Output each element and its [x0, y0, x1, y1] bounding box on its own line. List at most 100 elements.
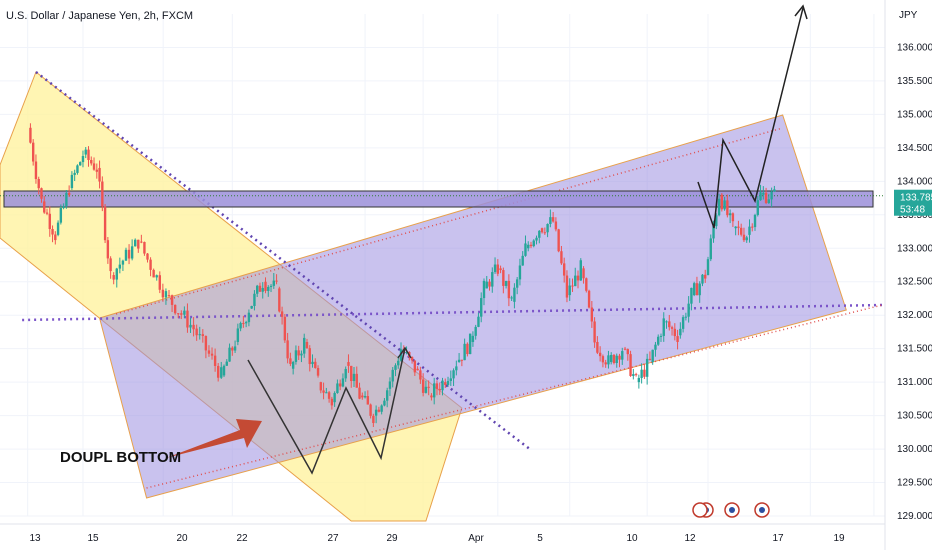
double-bottom-path [247, 347, 406, 475]
candle-body [604, 362, 607, 365]
candle-body [438, 388, 441, 391]
candle-body [698, 283, 701, 296]
candle-body [267, 287, 270, 291]
candle-body [34, 161, 38, 180]
candle-body [518, 265, 522, 280]
candle-body [198, 334, 201, 336]
candle-body [491, 272, 494, 287]
candle-body [435, 383, 439, 389]
candle-body [712, 226, 715, 239]
candle-body [557, 229, 560, 252]
candle-body [124, 249, 128, 261]
candle-body [355, 373, 358, 388]
candle-body [95, 169, 98, 172]
candle-body [673, 328, 677, 337]
candle-body [316, 368, 320, 376]
candle-body [587, 290, 591, 308]
candle-body [706, 259, 710, 276]
candle-body [73, 172, 76, 175]
y-tick-label: 130.000 [897, 444, 932, 455]
candle-body [480, 298, 483, 317]
candle-body [161, 289, 165, 298]
candle-body [704, 274, 707, 279]
candle-body [325, 392, 328, 394]
candle-body [502, 270, 505, 286]
candle-body [253, 293, 256, 306]
candle-body [455, 366, 458, 371]
x-tick-label: 19 [833, 533, 845, 544]
candle-body [441, 380, 444, 391]
candle-body [256, 285, 259, 294]
y-tick-label: 132.500 [897, 277, 932, 288]
candle-body [701, 274, 704, 284]
candle-body [488, 281, 491, 287]
candle-body [308, 348, 311, 365]
candle-body [576, 275, 580, 281]
candle-body [130, 246, 134, 259]
candle-body [338, 383, 342, 387]
candle-body [48, 213, 51, 230]
candle-body [216, 365, 220, 378]
candle-body [430, 395, 433, 398]
candle-body [468, 333, 472, 355]
candle-body [715, 215, 718, 227]
candle-body [192, 324, 195, 330]
candle-body [112, 275, 115, 280]
candle-body [278, 288, 281, 312]
candle-body [333, 393, 336, 403]
candle-body [549, 217, 552, 224]
candle-body [186, 310, 189, 328]
candle-body [399, 349, 403, 361]
candle-body [612, 354, 616, 363]
y-tick-label: 131.500 [897, 344, 932, 355]
candle-body [173, 304, 177, 314]
candle-body [327, 392, 331, 399]
candle-body [62, 205, 65, 209]
candle-body [568, 285, 571, 296]
candle-body [29, 127, 32, 143]
candle-body [684, 316, 688, 318]
candle-body [350, 365, 353, 382]
candle-body [372, 415, 375, 424]
candle-body [164, 291, 168, 298]
candle-body [31, 142, 35, 162]
y-tick-label: 134.500 [897, 143, 932, 154]
candle-body [67, 192, 71, 196]
candle-body [695, 283, 699, 296]
candle-body [739, 227, 743, 235]
candle-body [261, 287, 264, 292]
candle-body [764, 192, 768, 204]
candle-body [723, 200, 726, 210]
candle-body [753, 214, 757, 228]
candle-body [152, 269, 155, 278]
candle-body [416, 368, 419, 371]
candle-body [394, 365, 397, 370]
candle-body [103, 206, 107, 241]
candle-body [92, 163, 96, 170]
candle-body [634, 374, 638, 376]
candle-body [380, 405, 383, 412]
candle-body [734, 226, 737, 229]
candle-body [137, 239, 140, 249]
candle-body [336, 383, 339, 394]
candle-body [37, 179, 40, 189]
candle-body [632, 374, 635, 376]
candle-body [388, 381, 392, 389]
candle-body [109, 258, 112, 272]
candle-body [571, 285, 574, 287]
candle-body [43, 201, 46, 213]
candle-body [341, 378, 345, 387]
candle-body [637, 377, 641, 383]
candle-body [90, 159, 93, 164]
candle-body [590, 307, 594, 322]
candle-body [657, 336, 660, 345]
x-tick-label: Apr [468, 533, 484, 544]
currency-label: JPY [899, 10, 918, 21]
candle-body [195, 328, 198, 336]
candle-body [659, 335, 663, 337]
candle-body [720, 194, 724, 210]
candle-body [347, 362, 350, 366]
candle-body [297, 350, 300, 356]
candle-body [543, 232, 547, 234]
candle-body [140, 241, 143, 243]
